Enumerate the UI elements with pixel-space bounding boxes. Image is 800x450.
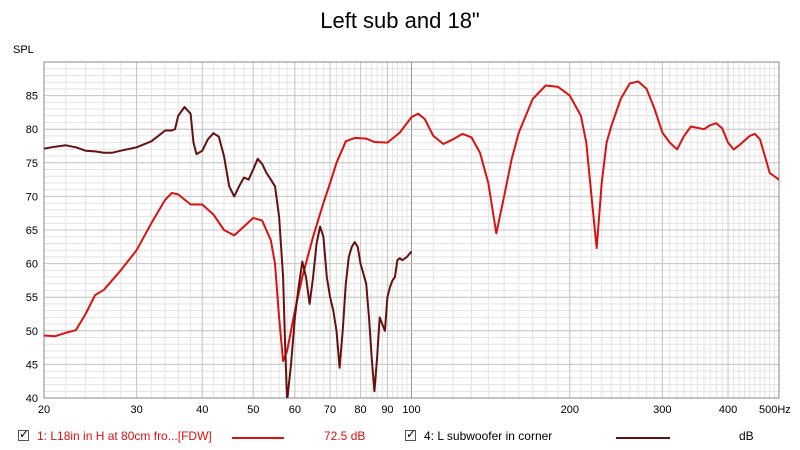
x-tick-label: 400 — [719, 404, 737, 416]
series-1-label: 1: L18in in H at 80cm fro...[FDW] — [37, 429, 212, 443]
y-tick-label: 80 — [26, 124, 38, 136]
y-axis-label: SPL — [13, 44, 34, 56]
y-tick-label: 85 — [26, 91, 38, 103]
plot-frame — [43, 61, 780, 399]
series-line-1 — [44, 80, 779, 362]
series-4-checkbox[interactable] — [405, 427, 416, 441]
series-4-swatch — [616, 437, 670, 439]
y-tick-label: 75 — [26, 158, 38, 170]
y-tick-label: 65 — [26, 225, 38, 237]
y-tick-label: 40 — [26, 393, 38, 405]
series-4-value: dB — [739, 429, 754, 443]
x-tick-label: 50 — [247, 404, 259, 416]
x-tick-label: 30 — [130, 404, 142, 416]
legend-item-series-4[interactable]: 4: L subwoofer in corner dB — [400, 427, 800, 445]
x-tick-label: 500Hz — [759, 404, 791, 416]
y-tick-label: 55 — [26, 292, 38, 304]
x-tick-label: 20 — [38, 404, 50, 416]
legend-item-series-1[interactable]: 1: L18in in H at 80cm fro...[FDW] 72.5 d… — [0, 427, 400, 445]
x-tick-label: 90 — [381, 404, 393, 416]
chart-title: Left sub and 18" — [320, 8, 480, 33]
series-4-label: 4: L subwoofer in corner — [424, 429, 553, 443]
x-tick-label: 40 — [196, 404, 208, 416]
y-tick-label: 70 — [26, 191, 38, 203]
y-tick-label: 45 — [26, 359, 38, 371]
y-tick-label: 60 — [26, 259, 38, 271]
x-tick-label: 60 — [289, 404, 301, 416]
series-1-checkbox[interactable] — [18, 427, 29, 441]
x-tick-label: 80 — [354, 404, 366, 416]
x-tick-label: 300 — [653, 404, 671, 416]
x-tick-label: 200 — [561, 404, 579, 416]
series-line-2 — [44, 106, 413, 398]
series-1-swatch — [232, 437, 284, 439]
y-tick-label: 50 — [26, 326, 38, 338]
series-1-value: 72.5 dB — [324, 429, 366, 443]
x-tick-label: 100 — [402, 404, 420, 416]
x-tick-label: 70 — [324, 404, 336, 416]
